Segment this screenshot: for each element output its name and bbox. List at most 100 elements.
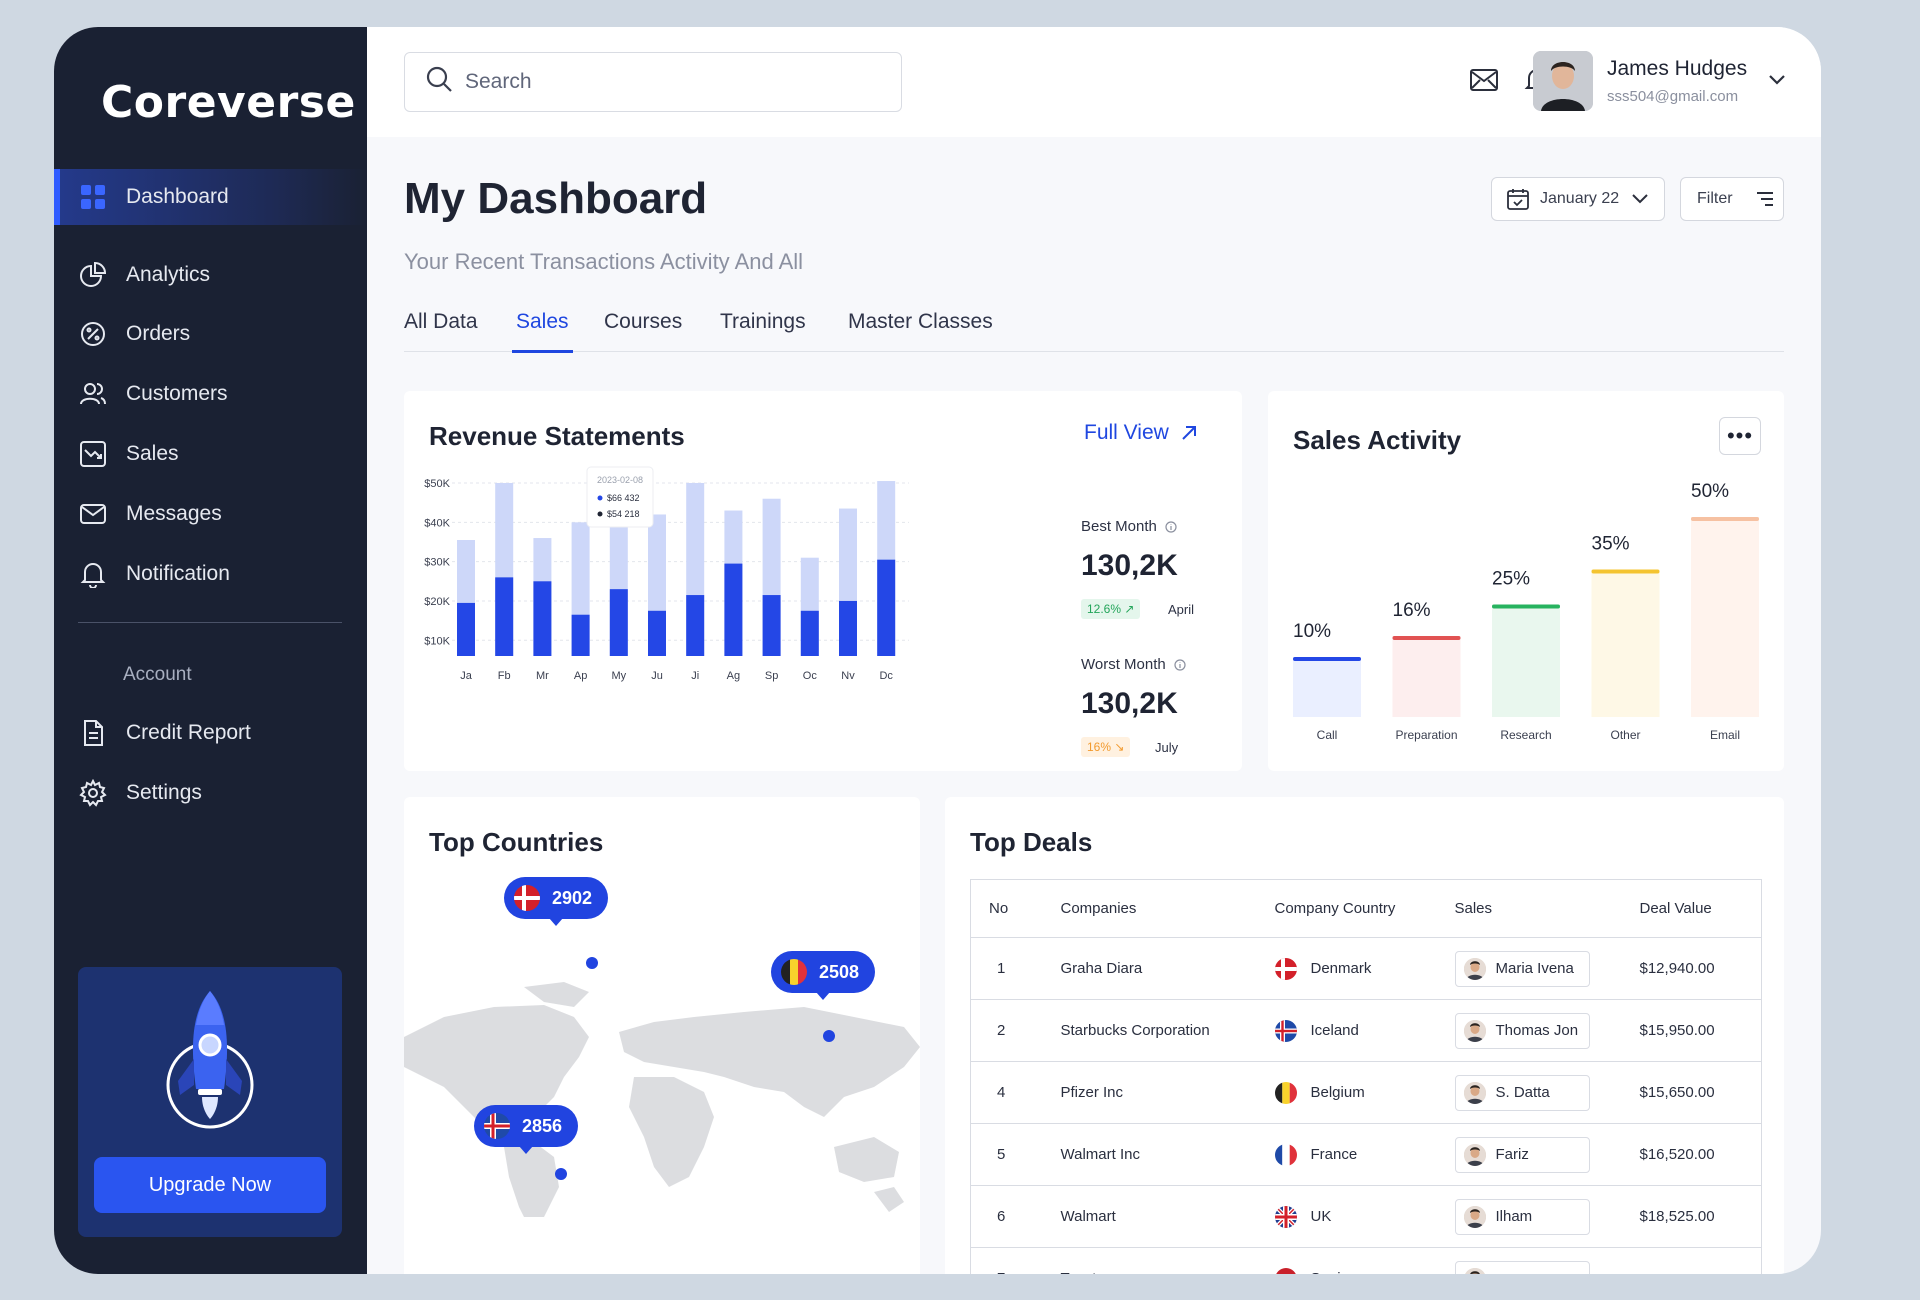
deal-value: $15,950.00 xyxy=(1639,999,1762,1062)
sales-person-chip[interactable]: Ilham xyxy=(1454,1198,1590,1235)
activity-bar[interactable] xyxy=(1293,657,1361,717)
calendar-icon xyxy=(1506,187,1530,211)
sidebar-item-notification[interactable]: Notification xyxy=(54,546,367,602)
bar-value[interactable] xyxy=(609,589,628,656)
deal-country-cell: Belgium xyxy=(1274,1061,1455,1124)
y-tick-label: $40K xyxy=(424,517,450,529)
date-picker-button[interactable]: January 22 xyxy=(1491,177,1665,221)
deal-country-name: Spain xyxy=(1311,1270,1349,1274)
sidebar-item-sales[interactable]: Sales xyxy=(54,426,367,482)
bar-value[interactable] xyxy=(571,614,590,656)
avatar xyxy=(1463,957,1486,980)
map-marker xyxy=(586,957,598,969)
document-icon xyxy=(78,718,108,748)
table-row[interactable]: 7Toyota Spain xyxy=(970,1247,1762,1274)
sidebar-item-settings[interactable]: Settings xyxy=(54,765,367,821)
table-row[interactable]: 2 Starbucks Corporation Iceland Thomas Jon $… xyxy=(970,999,1762,1062)
deal-value: $15,650.00 xyxy=(1639,1061,1762,1124)
bar-value[interactable] xyxy=(800,610,819,656)
country-pin-belgium[interactable]: 2508 xyxy=(771,951,876,1000)
tooltip-date: 2023-02-08 xyxy=(597,475,643,485)
filter-button[interactable]: Filter xyxy=(1680,177,1784,221)
mail-icon[interactable] xyxy=(1469,67,1499,98)
deal-country-name: Belgium xyxy=(1310,1084,1365,1101)
belgium-flag-icon xyxy=(781,959,807,985)
sidebar-item-analytics[interactable]: Analytics xyxy=(54,247,367,303)
sidebar-item-label: Messages xyxy=(126,502,222,525)
activity-category-label: Research xyxy=(1500,728,1551,742)
tab-all-data[interactable]: All Data xyxy=(404,310,478,333)
arrow-up-right-icon xyxy=(1179,423,1199,443)
column-header-deal-value[interactable]: Deal Value xyxy=(1639,879,1762,938)
pie-chart-icon xyxy=(78,260,108,290)
activity-bar[interactable] xyxy=(1392,636,1461,717)
table-row[interactable]: 4 Pfizer Inc Belgium S. Datta $15,650.00 xyxy=(970,1061,1762,1124)
y-tick-label: $50K xyxy=(424,478,450,490)
search-input[interactable]: Search xyxy=(404,52,902,112)
sales-person-chip[interactable]: Maria Ivena xyxy=(1454,950,1590,987)
x-tick-label: Ji xyxy=(691,670,699,682)
y-tick-label: $10K xyxy=(424,635,450,647)
column-header-sales[interactable]: Sales xyxy=(1454,879,1640,938)
tab-trainings[interactable]: Trainings xyxy=(720,310,806,333)
deals-table: No Companies Company Country Sales Deal … xyxy=(970,879,1762,1274)
bar-value[interactable] xyxy=(686,595,705,656)
more-options-button[interactable]: ••• xyxy=(1719,417,1761,455)
column-header-country[interactable]: Company Country xyxy=(1274,879,1455,938)
worst-month-value: 130,2K xyxy=(1081,687,1178,720)
bar-value[interactable] xyxy=(495,577,514,656)
tab-master-classes[interactable]: Master Classes xyxy=(848,310,993,333)
activity-bar[interactable] xyxy=(1591,569,1660,718)
users-icon xyxy=(78,379,108,409)
best-month-label: Best Month xyxy=(1081,518,1177,535)
bar-value[interactable] xyxy=(457,602,475,656)
sales-person-chip[interactable] xyxy=(1454,1260,1590,1274)
deal-number: 1 xyxy=(970,937,1061,1000)
bar-value[interactable] xyxy=(839,600,857,656)
tab-sales[interactable]: Sales xyxy=(512,310,573,353)
chevron-down-icon[interactable] xyxy=(1767,73,1787,92)
france-flag-icon xyxy=(1274,1143,1297,1166)
sales-person-chip[interactable]: Thomas Jon xyxy=(1454,1012,1590,1049)
activity-bar-cap xyxy=(1691,517,1759,521)
bar-value[interactable] xyxy=(877,559,896,656)
sales-person-chip[interactable]: S. Datta xyxy=(1454,1074,1590,1111)
activity-bar[interactable] xyxy=(1691,517,1759,717)
deal-company: Pfizer Inc xyxy=(1060,1061,1275,1124)
deal-value: $16,520.00 xyxy=(1639,1123,1762,1186)
avatar xyxy=(1463,1205,1486,1228)
sidebar-item-messages[interactable]: Messages xyxy=(54,486,367,542)
sidebar-item-credit-report[interactable]: Credit Report xyxy=(54,705,367,761)
sidebar-item-orders[interactable]: Orders xyxy=(54,306,367,362)
sales-person-chip[interactable]: Fariz xyxy=(1454,1136,1590,1173)
column-header-no[interactable]: No xyxy=(970,879,1061,938)
column-header-companies[interactable]: Companies xyxy=(1060,879,1275,938)
table-row[interactable]: 1 Graha Diara Denmark Maria Ivena $12,940.00 xyxy=(970,937,1762,1000)
denmark-flag-icon xyxy=(514,885,540,911)
table-row[interactable]: 6 Walmart UK Ilham $18,525.00 xyxy=(970,1185,1762,1248)
tab-courses[interactable]: Courses xyxy=(604,310,683,333)
avatar xyxy=(1463,1267,1486,1274)
bar-value[interactable] xyxy=(533,581,552,656)
deal-country-cell: Spain xyxy=(1274,1247,1455,1274)
bar-value[interactable] xyxy=(724,563,743,656)
country-pin-iceland[interactable]: 2856 xyxy=(474,1105,579,1154)
deals-table-body: 1 Graha Diara Denmark Maria Ivena $12,940.00… xyxy=(970,937,1762,1274)
sidebar-item-label: Sales xyxy=(126,442,179,465)
activity-bar[interactable] xyxy=(1492,604,1560,718)
best-month-name: April xyxy=(1168,602,1195,617)
upgrade-now-button[interactable]: Upgrade Now xyxy=(94,1157,326,1213)
country-pin-denmark[interactable]: 2902 xyxy=(504,877,609,926)
worst-change-badge: 16% ↘ xyxy=(1081,737,1131,757)
deal-country: Denmark xyxy=(1274,957,1455,980)
avatar[interactable] xyxy=(1533,51,1593,111)
deal-country: France xyxy=(1274,1143,1455,1166)
bar-value[interactable] xyxy=(648,610,666,656)
sidebar-item-dashboard[interactable]: Dashboard xyxy=(54,169,367,225)
table-row[interactable]: 5 Walmart Inc France Fariz $16,520.00 xyxy=(970,1123,1762,1186)
sidebar-item-customers[interactable]: Customers xyxy=(54,366,367,422)
rocket-icon xyxy=(166,991,254,1129)
full-view-link[interactable]: Full View xyxy=(1084,421,1199,445)
deal-company: Graha Diara xyxy=(1060,937,1275,1000)
bar-value[interactable] xyxy=(762,595,781,656)
